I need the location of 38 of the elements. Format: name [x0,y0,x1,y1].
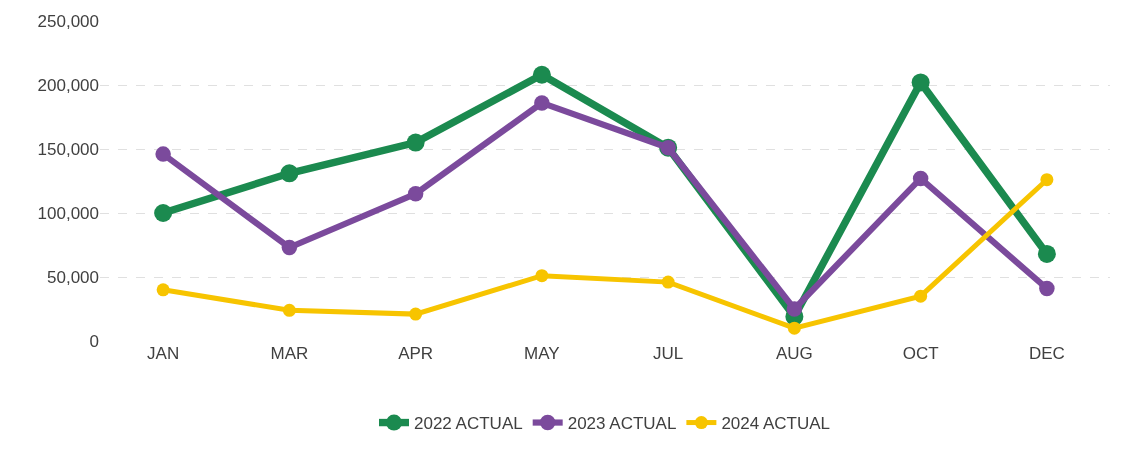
point [912,170,929,187]
point [534,95,550,111]
legend-label: 2023 ACTUAL [567,414,677,434]
legend-label: 2024 ACTUAL [721,414,831,434]
x-tick-label: MAY [524,344,560,363]
point [280,164,299,183]
point [156,283,170,297]
x-tick-label: JUL [653,344,684,363]
x-tick-label: APR [398,344,434,363]
point [914,289,928,303]
point [1039,280,1055,297]
point [1037,244,1056,263]
x-tick-label: MAR [270,344,309,363]
y-tick-label: 100,000 [37,203,99,223]
point [661,275,675,289]
x-tick-label: JAN [147,344,180,363]
legend-label: 2022 ACTUAL [414,414,523,434]
point [154,204,173,222]
point [282,303,296,317]
point [532,65,551,84]
point [406,133,425,152]
y-tick-label: 0 [89,331,99,351]
point [786,301,803,317]
point [787,321,801,335]
point [1040,173,1054,187]
y-tick-label: 50,000 [47,267,99,287]
x-tick-label: DEC [1028,344,1065,363]
y-tick-label: 200,000 [37,75,99,95]
point [155,146,171,162]
x-tick-label: OCT [902,344,939,363]
y-tick-label: 250,000 [37,11,99,31]
x-tick-label: AUG [775,344,813,363]
point [409,307,423,321]
y-tick-label: 150,000 [37,139,99,159]
point [911,73,930,92]
point [281,239,298,256]
point [535,269,549,283]
point [407,186,424,202]
